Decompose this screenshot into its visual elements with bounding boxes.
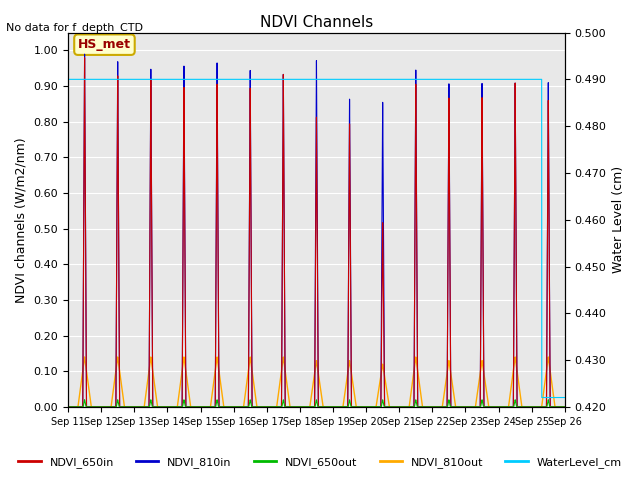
Y-axis label: NDVI channels (W/m2/nm): NDVI channels (W/m2/nm)	[15, 137, 28, 302]
Text: No data for f_depth_CTD: No data for f_depth_CTD	[6, 22, 143, 33]
Legend: NDVI_650in, NDVI_810in, NDVI_650out, NDVI_810out, WaterLevel_cm: NDVI_650in, NDVI_810in, NDVI_650out, NDV…	[14, 452, 626, 472]
Text: HS_met: HS_met	[78, 38, 131, 51]
Y-axis label: Water Level (cm): Water Level (cm)	[612, 166, 625, 273]
Title: NDVI Channels: NDVI Channels	[260, 15, 373, 30]
